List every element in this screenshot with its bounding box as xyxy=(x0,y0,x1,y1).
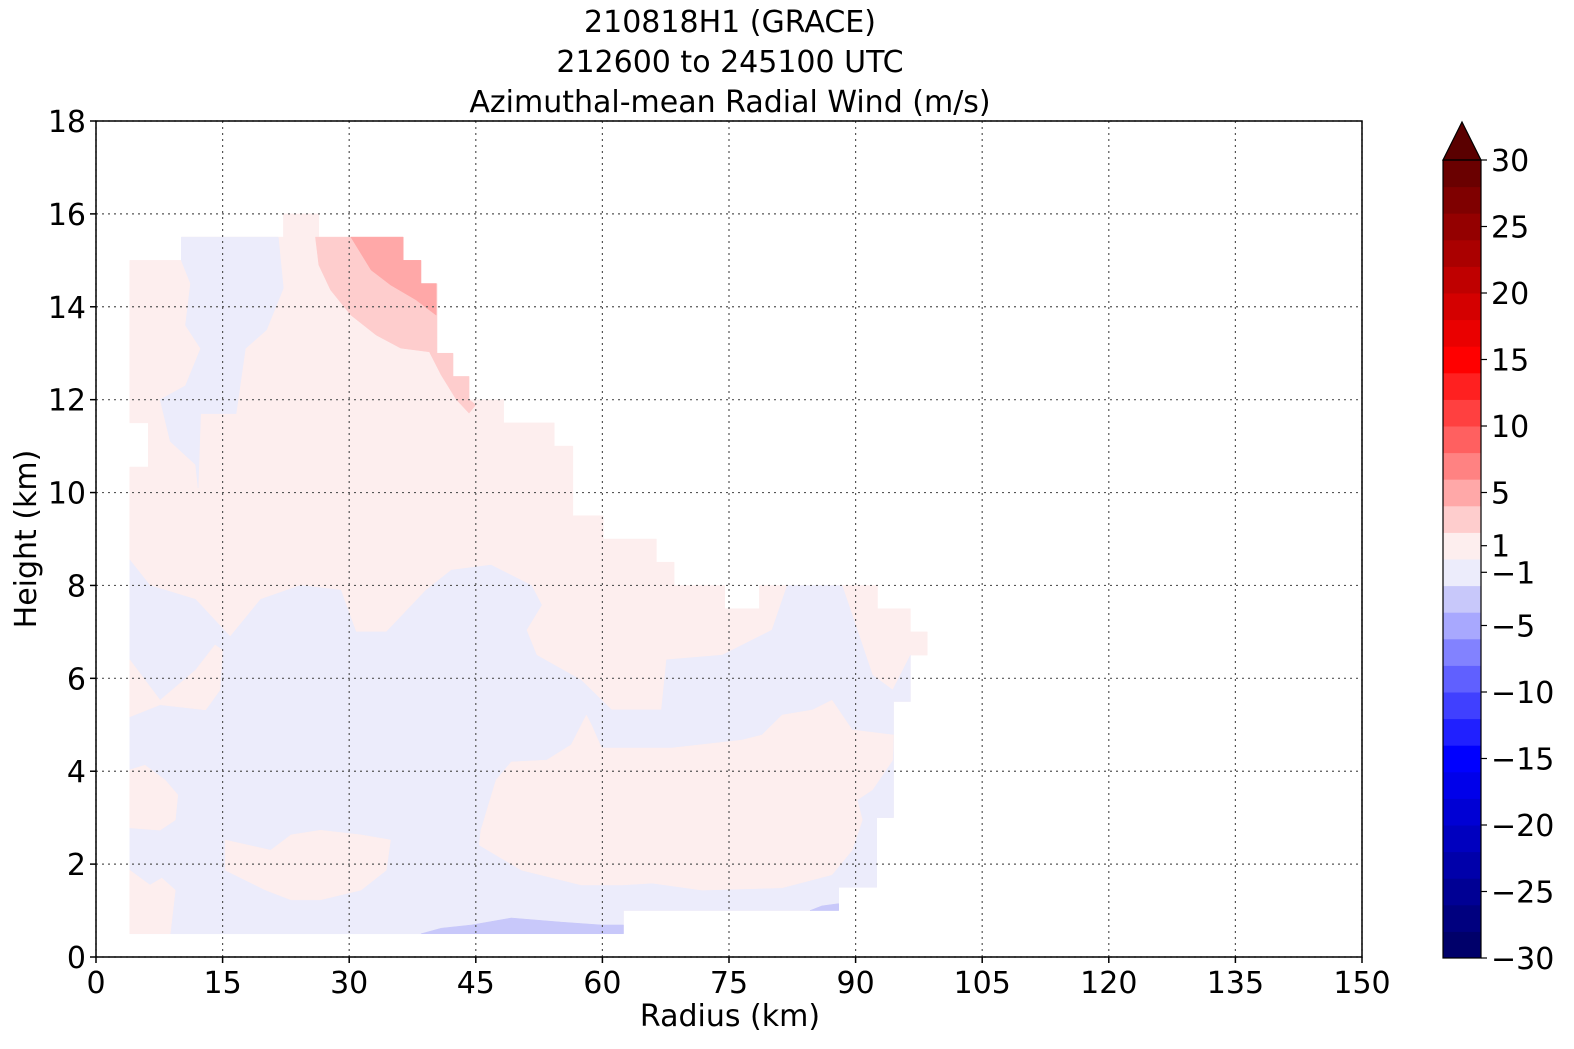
colorbar-band xyxy=(1443,160,1481,188)
y-tick-label: 18 xyxy=(48,105,86,140)
colorbar-band xyxy=(1443,665,1481,693)
y-tick-label: 0 xyxy=(67,941,86,976)
contour-region xyxy=(809,903,839,911)
colorbar-band xyxy=(1443,505,1481,533)
contour-region xyxy=(129,764,179,831)
colorbar-tick-label: −15 xyxy=(1491,743,1554,778)
x-tick-label: 90 xyxy=(837,966,875,1001)
colorbar-tick-label: −25 xyxy=(1491,876,1554,911)
colorbar-band xyxy=(1443,638,1481,666)
x-axis-label: Radius (km) xyxy=(640,999,820,1034)
colorbar-band xyxy=(1443,239,1481,267)
colorbar-tick-label: 25 xyxy=(1491,211,1529,246)
y-tick-label: 16 xyxy=(48,198,86,233)
colorbar-band xyxy=(1443,878,1481,906)
x-tick-label: 75 xyxy=(710,966,748,1001)
contour-region xyxy=(478,699,894,891)
colorbar-tick-label: −10 xyxy=(1491,676,1554,711)
y-tick-label: 12 xyxy=(48,384,86,419)
colorbar-tick-label: −20 xyxy=(1491,809,1554,844)
title-line: 210818H1 (GRACE) xyxy=(584,5,876,40)
colorbar-band xyxy=(1443,346,1481,374)
colorbar-band xyxy=(1443,479,1481,507)
colorbar-band xyxy=(1443,798,1481,826)
colorbar-band xyxy=(1443,372,1481,400)
colorbar-frame xyxy=(1442,159,1482,959)
colorbar-tick-label: 20 xyxy=(1491,277,1529,312)
y-tick-label: 4 xyxy=(67,755,86,790)
colorbar-tick-label: 30 xyxy=(1491,144,1529,179)
colorbar-band xyxy=(1443,319,1481,347)
x-tick-label: 105 xyxy=(954,966,1011,1001)
colorbar-tick-label: 1 xyxy=(1491,530,1510,565)
colorbar-band xyxy=(1443,426,1481,454)
y-tick-label: 2 xyxy=(67,848,86,883)
contour-region xyxy=(350,236,437,316)
title-line: 212600 to 245100 UTC xyxy=(556,45,903,80)
colorbar-band xyxy=(1443,718,1481,746)
x-tick-label: 30 xyxy=(330,966,368,1001)
colorbar-band xyxy=(1443,692,1481,720)
x-tick-label: 15 xyxy=(204,966,242,1001)
colorbar-band xyxy=(1443,612,1481,640)
colorbar-band xyxy=(1443,293,1481,321)
colorbar-band xyxy=(1443,399,1481,427)
colorbar-tick-label: −5 xyxy=(1491,610,1535,645)
x-tick-label: 45 xyxy=(457,966,495,1001)
colorbar-tick-label: 15 xyxy=(1491,344,1529,379)
contour-region xyxy=(420,917,624,935)
colorbar-extend xyxy=(1442,120,1482,161)
colorbar-band xyxy=(1443,532,1481,560)
colorbar-band xyxy=(1443,213,1481,241)
x-tick-label: 135 xyxy=(1207,966,1264,1001)
colorbar-band xyxy=(1443,771,1481,799)
contour-region xyxy=(129,644,223,718)
colorbar-band xyxy=(1443,559,1481,587)
colorbar-tick-label: 10 xyxy=(1491,410,1529,445)
colorbar-band xyxy=(1443,266,1481,294)
colorbar-band xyxy=(1443,851,1481,879)
title-line: Azimuthal-mean Radial Wind (m/s) xyxy=(469,85,990,120)
colorbar-tick-label: −1 xyxy=(1491,556,1535,591)
colorbar-band xyxy=(1443,186,1481,214)
x-tick-label: 120 xyxy=(1080,966,1137,1001)
colorbar-band xyxy=(1443,904,1481,932)
colorbar-band xyxy=(1443,745,1481,773)
y-tick-label: 6 xyxy=(67,662,86,697)
contour-region xyxy=(129,869,176,935)
x-tick-label: 150 xyxy=(1333,966,1390,1001)
plot-area xyxy=(129,213,928,935)
colorbar-band xyxy=(1443,931,1481,959)
y-tick-label: 8 xyxy=(67,569,86,604)
contour-region xyxy=(159,236,284,488)
y-axis-label: Height (km) xyxy=(9,450,44,629)
x-tick-label: 0 xyxy=(86,966,105,1001)
colorbar-tick-label: −30 xyxy=(1491,942,1554,977)
colorbar-band xyxy=(1443,452,1481,480)
x-tick-label: 60 xyxy=(583,966,621,1001)
y-tick-label: 14 xyxy=(48,291,86,326)
colorbar-band xyxy=(1443,585,1481,613)
colorbar-tick-label: 5 xyxy=(1491,477,1510,512)
y-tick-label: 10 xyxy=(48,477,86,512)
colorbar-band xyxy=(1443,825,1481,853)
plot-frame xyxy=(95,120,1363,958)
